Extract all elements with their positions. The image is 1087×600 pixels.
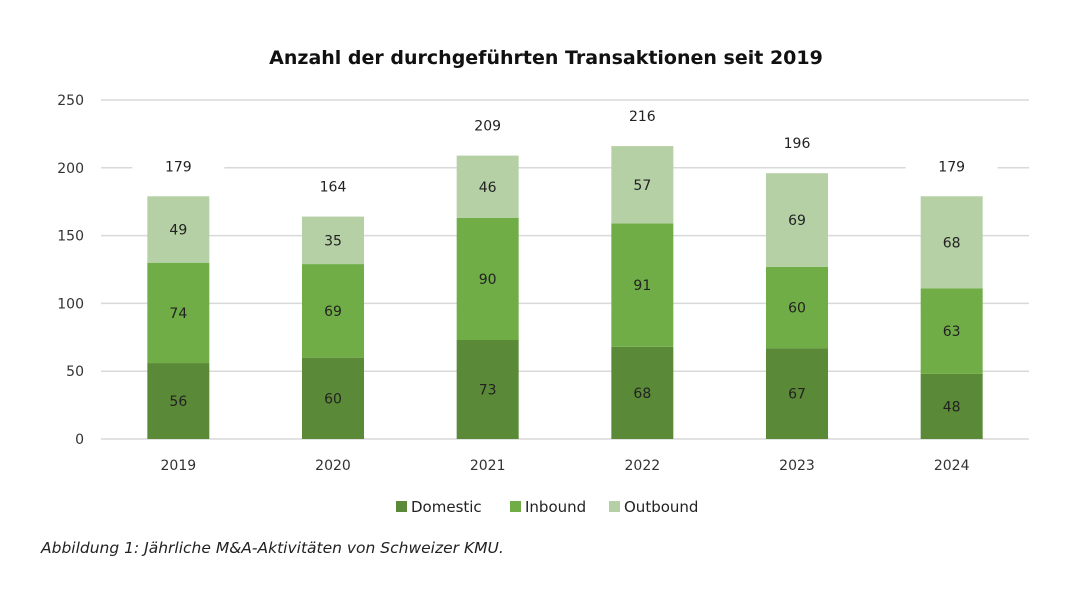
x-tick-label: 2021 <box>470 458 506 474</box>
bar-segment-outbound <box>766 173 828 267</box>
legend-swatch-domestic <box>396 501 407 512</box>
y-tick-label: 150 <box>57 229 84 245</box>
data-label: 68 <box>943 235 961 251</box>
bar-segment-outbound <box>302 216 364 265</box>
y-tick-label: 100 <box>57 296 84 312</box>
figure-caption: Abbildung 1: Jährliche M&A-Aktivitäten v… <box>41 539 504 557</box>
data-label: 69 <box>788 213 806 229</box>
data-label: 49 <box>169 222 187 238</box>
data-label: 74 <box>169 306 187 322</box>
bar-segment-inbound <box>920 288 983 374</box>
stacked-bar-chart: Anzahl der durchgeführten Transaktionen … <box>57 47 1029 516</box>
bar-segment-outbound <box>611 146 674 224</box>
bar-segment-domestic <box>456 340 519 439</box>
data-label: 60 <box>324 391 342 407</box>
bar-segment-inbound <box>302 264 364 358</box>
legend-label-outbound: Outbound <box>624 498 698 516</box>
total-label: 164 <box>320 180 347 196</box>
gridlines <box>101 99 1029 440</box>
y-tick-label: 250 <box>57 93 84 109</box>
x-tick-label: 2022 <box>625 458 661 474</box>
data-label: 90 <box>479 272 497 288</box>
total-label-background <box>441 113 534 136</box>
data-label: 67 <box>788 387 806 403</box>
legend-label-domestic: Domestic <box>411 498 482 516</box>
bar-segment-domestic <box>766 348 828 439</box>
total-label: 179 <box>938 159 965 175</box>
total-label-background <box>596 104 689 127</box>
data-label: 73 <box>479 383 497 399</box>
total-label: 196 <box>784 136 811 152</box>
data-label: 91 <box>633 278 651 294</box>
bar-segment-outbound <box>920 196 983 289</box>
total-label: 216 <box>629 109 656 125</box>
chart-title: Anzahl der durchgeführten Transaktionen … <box>269 47 823 69</box>
data-label: 63 <box>943 324 961 340</box>
bar-segment-inbound <box>456 217 519 341</box>
y-tick-label: 200 <box>57 161 84 177</box>
bar-segment-domestic <box>611 346 674 439</box>
bars: 56 74 49 179 60 69 35 164 73 90 46 209 68 91 57 216 67 60… <box>132 104 998 439</box>
bar-segment-domestic <box>302 357 364 439</box>
bar-segment-inbound <box>766 266 828 349</box>
bar-segment-domestic <box>920 373 983 439</box>
y-tick-label: 0 <box>75 432 84 448</box>
bar-segment-inbound <box>611 223 674 347</box>
bar-segment-inbound <box>147 262 210 364</box>
total-label-background <box>905 154 998 177</box>
legend-swatch-outbound <box>609 501 620 512</box>
y-tick-label: 50 <box>66 364 84 380</box>
total-label: 209 <box>474 119 501 135</box>
x-tick-label: 2020 <box>315 458 351 474</box>
data-label: 56 <box>169 394 187 410</box>
x-tick-label: 2023 <box>779 458 815 474</box>
data-label: 60 <box>788 300 806 316</box>
legend-label-inbound: Inbound <box>525 498 586 516</box>
data-label: 57 <box>633 178 651 194</box>
total-label-background <box>287 174 379 197</box>
total-label: 179 <box>165 159 192 175</box>
total-label-background <box>132 154 225 177</box>
total-label-background <box>751 131 843 154</box>
data-label: 69 <box>324 304 342 320</box>
legend-swatch-inbound <box>510 501 521 512</box>
x-tick-label: 2019 <box>161 458 197 474</box>
legend: Domestic Inbound Outbound <box>396 498 698 516</box>
data-label: 35 <box>324 233 342 249</box>
bar-segment-outbound <box>147 196 210 263</box>
bar-segment-domestic <box>147 363 210 439</box>
data-label: 68 <box>633 386 651 402</box>
x-tick-label: 2024 <box>934 458 970 474</box>
bar-segment-outbound <box>456 155 519 218</box>
data-label: 46 <box>479 180 497 196</box>
data-label: 48 <box>943 399 961 415</box>
x-axis: 2019 2020 2021 2022 2023 2024 <box>161 458 970 474</box>
y-axis: 0 50 100 150 200 250 <box>57 93 84 448</box>
